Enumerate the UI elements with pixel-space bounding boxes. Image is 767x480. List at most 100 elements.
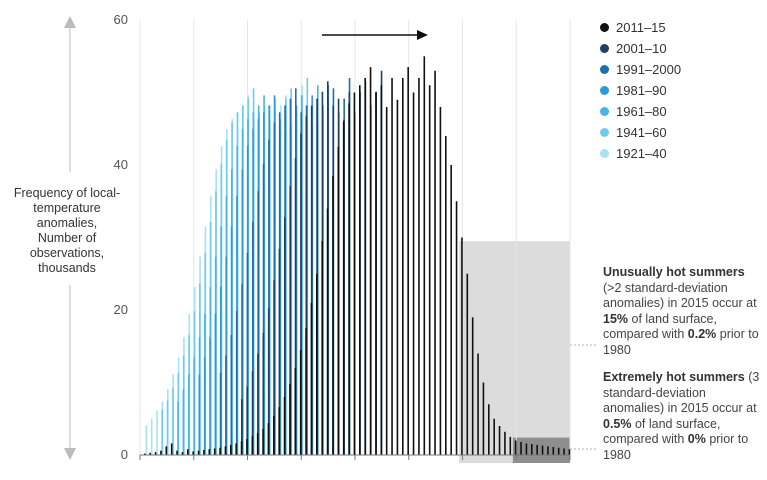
bar-2011-15: [283, 397, 286, 455]
bar-1991-2000: [230, 335, 233, 455]
legend-swatch-icon: [600, 128, 609, 137]
bar-1991-2000: [268, 139, 270, 455]
legend-swatch-icon: [600, 107, 609, 116]
legend-label: 2011–15: [616, 20, 666, 35]
bar-1991-2000: [241, 283, 243, 455]
annotation-extreme-pct-prior: 0%: [687, 432, 706, 446]
bar-2011-15: [181, 452, 184, 455]
bar-1981-90: [214, 313, 217, 455]
bar-2011-15: [348, 103, 350, 455]
bar-2011-15: [536, 444, 538, 455]
bar-2001-10: [246, 386, 248, 455]
legend-swatch-icon: [600, 65, 609, 74]
bar-2011-15: [477, 353, 479, 455]
bar-1991-2000: [219, 372, 222, 455]
bar-2011-15: [450, 165, 452, 455]
hot-summer-region: [459, 241, 570, 463]
bar-2011-15: [213, 448, 216, 455]
bar-2011-15: [455, 201, 458, 455]
bar-2011-15: [267, 423, 270, 455]
bar-2011-15: [273, 415, 275, 455]
bar-2011-15: [434, 70, 436, 455]
bar-2011-15: [514, 440, 517, 455]
bar-2011-15: [482, 382, 485, 455]
bar-2011-15: [488, 404, 490, 455]
annotation-hot-title: Unusually hot summers: [603, 265, 745, 279]
bar-2011-15: [531, 444, 533, 455]
bar-1981-90: [198, 374, 201, 455]
bar-2011-15: [149, 452, 151, 455]
bar-2011-15: [305, 328, 307, 455]
bar-2011-15: [568, 449, 571, 455]
bar-2011-15: [471, 317, 474, 455]
legend-item: 1961–80: [600, 101, 681, 122]
bar-2011-15: [541, 445, 544, 455]
extreme-summer-region: [512, 437, 570, 463]
bar-2011-15: [466, 273, 469, 455]
bar-2011-15: [170, 443, 173, 455]
bar-2001-10: [251, 371, 254, 455]
legend-swatch-icon: [600, 86, 609, 95]
bar-1921-40: [156, 410, 158, 455]
bar-2011-15: [219, 447, 221, 455]
bar-1991-2000: [235, 311, 238, 455]
bar-2011-15: [310, 302, 313, 455]
bar-2001-10: [284, 217, 286, 455]
bar-2011-15: [439, 107, 442, 455]
bar-1921-40: [145, 425, 148, 455]
bar-2011-15: [412, 92, 415, 455]
bar-2001-10: [241, 399, 243, 455]
legend: 2011–15 2001–10 1991–2000 1981–90 1961–8…: [600, 17, 681, 164]
y-arrow-down-icon: [64, 448, 76, 460]
bar-2001-10: [294, 158, 297, 456]
bar-1941-60: [161, 409, 163, 455]
bar-1921-40: [150, 418, 153, 455]
bar-2001-10: [305, 116, 308, 455]
bar-2011-15: [369, 67, 372, 455]
bar-2011-15: [160, 450, 162, 455]
bar-1981-90: [220, 286, 222, 455]
bar-1961-80: [182, 389, 185, 455]
bar-2011-15: [552, 447, 555, 455]
bar-2011-15: [461, 237, 463, 455]
bar-1981-90: [209, 337, 211, 455]
bar-2011-15: [154, 452, 157, 455]
bar-2011-15: [262, 428, 264, 455]
annotation-hot-pct-prior: 0.2%: [687, 327, 717, 341]
bar-2011-15: [364, 78, 366, 455]
annotation-extreme-pct-2015: 0.5%: [603, 416, 632, 431]
legend-swatch-icon: [600, 149, 609, 158]
bar-2011-15: [407, 67, 409, 455]
bar-2011-15: [359, 85, 361, 455]
y-tick-label: 40: [114, 157, 128, 172]
annotation-extreme-summers: Extremely hot summers (3 standard-deviat…: [603, 370, 763, 463]
bar-1991-2000: [246, 252, 249, 455]
legend-label: 1921–40: [616, 146, 667, 161]
bar-1961-80: [177, 401, 179, 455]
bar-2011-15: [509, 436, 512, 455]
bar-2011-15: [144, 453, 146, 455]
bar-2011-15: [251, 436, 254, 455]
bar-2011-15: [235, 443, 237, 455]
annotation-extreme-text1: (3 standard-deviation anomalies) in 2015…: [603, 370, 760, 415]
bar-2011-15: [380, 85, 383, 455]
bar-1961-80: [193, 357, 195, 455]
bar-2011-15: [418, 78, 420, 455]
bar-2011-15: [208, 449, 211, 455]
bar-2011-15: [396, 99, 399, 455]
bar-2011-15: [187, 449, 189, 455]
bar-2011-15: [246, 439, 248, 455]
bar-2001-10: [262, 332, 265, 455]
bar-1991-2000: [225, 355, 227, 455]
bar-2011-15: [504, 431, 506, 455]
annotation-hot-pct-2015: 15%: [603, 311, 629, 326]
bar-2001-10: [300, 133, 302, 456]
bar-1941-60: [166, 400, 169, 455]
annotation-hot-text2: of land surface, compared with: [603, 311, 717, 342]
bar-2011-15: [256, 433, 259, 455]
bar-2011-15: [240, 441, 243, 455]
y-arrow-up-icon: [64, 16, 76, 28]
bar-2011-15: [402, 78, 404, 455]
bar-2011-15: [230, 444, 232, 455]
